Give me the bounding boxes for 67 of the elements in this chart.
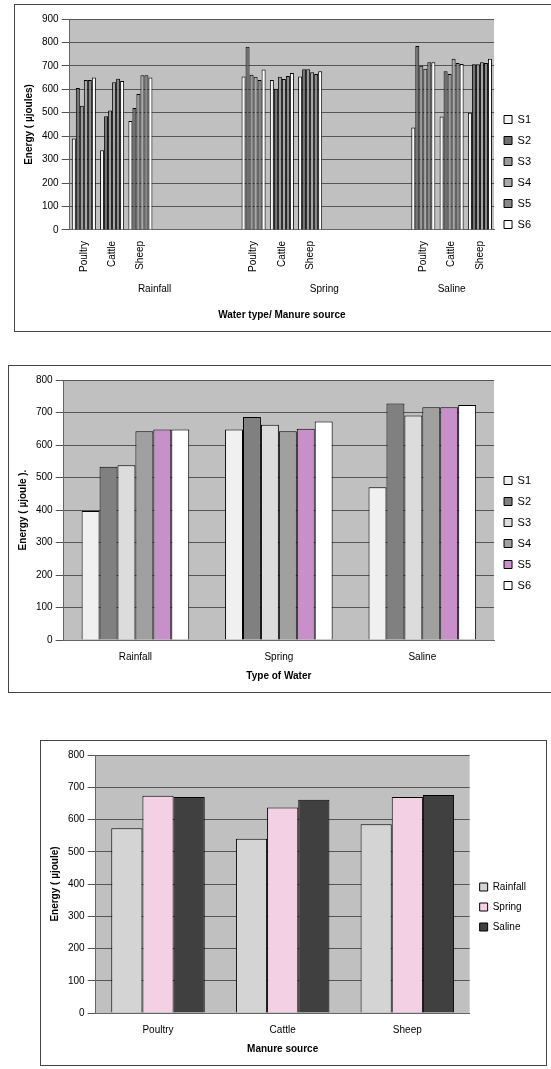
legend-label: S4 <box>517 536 532 549</box>
text: Saline <box>437 282 466 294</box>
x-tick-label: Sheep <box>392 1023 423 1035</box>
legend-label: S1 <box>517 112 532 125</box>
x-tick-label: Rainfall <box>118 650 153 662</box>
y-tick-label: 200 <box>68 942 86 954</box>
y-tick-label: 400 <box>42 129 60 141</box>
legend-label: S3 <box>517 154 532 167</box>
x-tick-label: Cattle <box>445 240 457 267</box>
legend-label: Rainfall <box>492 880 527 892</box>
y-tick-label: 200 <box>42 176 60 188</box>
y-tick-label: 700 <box>36 406 54 418</box>
x-tick-label: Poultry <box>247 240 259 272</box>
legend-label: S3 <box>517 515 532 528</box>
y-tick-label: 400 <box>36 503 54 515</box>
y-tick-label: 600 <box>36 438 54 450</box>
legend-label: Spring <box>492 900 522 912</box>
x-tick-label: Poultry <box>142 1023 174 1035</box>
y-tick-label: 800 <box>68 748 86 760</box>
legend-label: S5 <box>517 557 532 570</box>
legend-label: S1 <box>517 473 532 486</box>
y-tick-label: 300 <box>36 536 54 548</box>
legend-label: S6 <box>517 578 532 591</box>
x-tick-label: Spring <box>264 650 294 662</box>
y-tick-label: 0 <box>79 1006 86 1018</box>
y-tick-label: 700 <box>68 781 86 792</box>
x-axis-title: Manure source <box>247 1042 319 1054</box>
x-tick-label: Saline <box>408 650 437 662</box>
y-tick-label: 600 <box>68 813 86 825</box>
y-axis-title: Energy ( µjoule ). <box>16 469 28 551</box>
x-tick-label: Sheep <box>473 240 485 270</box>
legend-label: S2 <box>517 133 532 146</box>
x-tick-label: Poultry <box>77 240 89 272</box>
y-tick-label: 700 <box>42 59 60 71</box>
legend-label: S2 <box>517 494 532 507</box>
y-axis-title: Energy ( µjoule) <box>48 846 60 922</box>
x-tick-label: Poultry <box>417 240 429 272</box>
y-axis-title: Energy ( µjoules) <box>22 84 34 165</box>
legend-label: S6 <box>517 217 532 230</box>
text: Spring <box>309 282 339 294</box>
y-tick-label: 800 <box>36 373 54 385</box>
y-tick-label: 500 <box>68 845 86 857</box>
y-tick-label: 400 <box>68 877 86 889</box>
x-axis-title: Type of Water <box>246 669 312 681</box>
y-tick-label: 500 <box>36 471 54 483</box>
x-tick-label: Sheep <box>303 240 315 270</box>
x-tick-label: Sheep <box>134 240 146 270</box>
y-tick-label: 600 <box>42 83 60 95</box>
y-tick-label: 100 <box>42 200 60 212</box>
y-tick-label: 0 <box>53 223 60 235</box>
x-axis-title: Water type/ Manure source <box>218 308 347 320</box>
y-tick-label: 800 <box>42 36 60 48</box>
y-tick-label: 200 <box>36 568 54 580</box>
y-tick-label: 300 <box>42 153 60 165</box>
text: Rainfall <box>137 282 172 294</box>
y-tick-label: 100 <box>68 974 86 986</box>
legend-label: S5 <box>517 196 532 209</box>
y-tick-label: 0 <box>47 633 54 645</box>
y-tick-label: 500 <box>42 106 60 118</box>
y-tick-label: 900 <box>42 12 60 24</box>
x-tick-label: Cattle <box>105 240 117 267</box>
legend-label: S4 <box>517 175 532 188</box>
y-tick-label: 300 <box>68 910 86 921</box>
x-tick-label: Cattle <box>269 1023 297 1035</box>
y-tick-label: 100 <box>36 601 54 613</box>
x-tick-label: Cattle <box>275 240 287 267</box>
legend-label: Saline <box>492 920 521 932</box>
